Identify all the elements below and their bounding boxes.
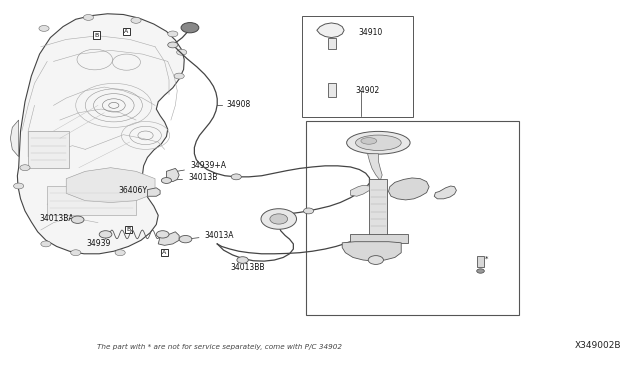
Polygon shape [342, 242, 401, 261]
Bar [369, 179, 387, 235]
Bar [302, 16, 413, 117]
Circle shape [156, 231, 169, 238]
Ellipse shape [361, 138, 377, 144]
Text: 34013BA: 34013BA [40, 214, 77, 223]
Text: 34902: 34902 [356, 86, 380, 95]
Text: 34939+A: 34939+A [175, 161, 226, 171]
Text: 36406Y: 36406Y [118, 186, 152, 195]
Ellipse shape [356, 135, 401, 150]
Circle shape [168, 42, 178, 48]
Text: B: B [95, 32, 99, 38]
Text: 34013BB: 34013BB [230, 260, 264, 272]
Circle shape [70, 250, 81, 256]
Circle shape [237, 257, 248, 263]
Bar [47, 186, 136, 215]
Polygon shape [17, 14, 184, 254]
Polygon shape [367, 154, 382, 180]
Circle shape [477, 269, 484, 273]
Bar [328, 38, 336, 49]
Text: 96940Y: 96940Y [397, 128, 441, 137]
Polygon shape [388, 178, 429, 200]
Text: 34939: 34939 [86, 240, 111, 248]
Polygon shape [351, 185, 369, 196]
Circle shape [20, 165, 30, 171]
Circle shape [168, 31, 178, 37]
Text: A: A [163, 250, 166, 255]
Text: B: B [126, 227, 131, 232]
Circle shape [115, 250, 125, 256]
Polygon shape [66, 168, 155, 202]
Circle shape [177, 49, 187, 55]
Bar [328, 83, 337, 97]
Circle shape [131, 17, 141, 23]
Text: A: A [124, 29, 129, 34]
Circle shape [71, 216, 84, 223]
Circle shape [368, 256, 383, 264]
Text: X349002B: X349002B [575, 341, 621, 350]
Text: 34013B: 34013B [169, 173, 218, 182]
Circle shape [179, 235, 192, 243]
Circle shape [174, 73, 184, 79]
Bar [351, 234, 408, 243]
Text: 34910: 34910 [358, 28, 382, 37]
Text: 34935M: 34935M [312, 240, 349, 250]
Circle shape [41, 241, 51, 247]
Polygon shape [317, 23, 344, 38]
Circle shape [13, 183, 24, 189]
Circle shape [99, 231, 112, 238]
Circle shape [303, 208, 314, 214]
Circle shape [231, 174, 241, 180]
Text: 34013A: 34013A [188, 231, 234, 240]
Bar [306, 121, 518, 315]
Text: 34980: 34980 [378, 261, 411, 270]
Circle shape [83, 15, 93, 20]
Polygon shape [166, 169, 179, 182]
Text: 34908: 34908 [226, 100, 250, 109]
Circle shape [270, 214, 287, 224]
Circle shape [39, 26, 49, 31]
Circle shape [261, 209, 296, 229]
Bar [28, 131, 69, 168]
Circle shape [161, 177, 172, 183]
Polygon shape [147, 188, 160, 196]
Bar [477, 256, 484, 267]
Text: The part with * are not for service separately, come with P/C 34902: The part with * are not for service sepa… [97, 344, 342, 350]
Text: 26261X: 26261X [457, 186, 502, 195]
Circle shape [181, 23, 199, 33]
Text: *: * [484, 256, 488, 262]
Polygon shape [434, 186, 456, 199]
Polygon shape [10, 120, 19, 157]
Polygon shape [158, 232, 179, 246]
Ellipse shape [347, 131, 410, 154]
